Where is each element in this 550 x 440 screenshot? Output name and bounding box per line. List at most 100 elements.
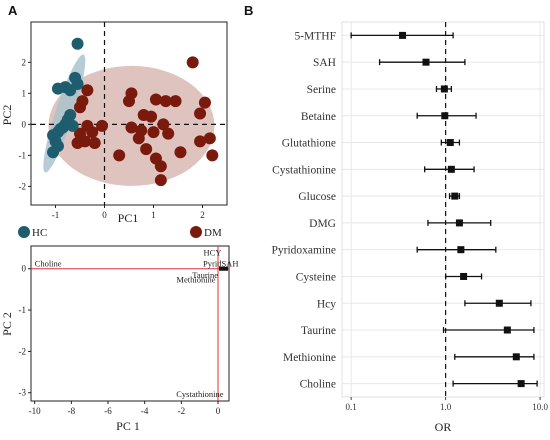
- or-estimate-marker: [440, 85, 448, 93]
- loadings-x-tick-label: -2: [178, 406, 186, 416]
- dm-point: [123, 95, 135, 108]
- dm-point: [198, 96, 211, 109]
- forest-category-label: Cysteine: [296, 271, 336, 283]
- forest-category-label: Glucose: [298, 191, 336, 203]
- forest-category-label: SAH: [313, 57, 336, 69]
- loadings-y-axis-label: PC 2: [0, 312, 14, 336]
- forest-category-label: DMG: [309, 218, 336, 230]
- forest-category-label: Betaine: [301, 111, 336, 123]
- or-estimate-marker: [399, 31, 407, 39]
- forest-category-label: Serine: [307, 84, 336, 96]
- scores-legend: HC DM: [18, 226, 222, 239]
- forest-category-label: 5-MTHF: [294, 30, 336, 42]
- loadings-plot-frame: [30, 245, 230, 402]
- scores-y-tick-label: 0: [22, 119, 27, 129]
- scores-y-tick-label: -1: [19, 150, 27, 160]
- dm-point: [162, 127, 175, 140]
- legend-label-dm: DM: [204, 227, 222, 239]
- loadings-x-axis-label: PC 1: [116, 419, 140, 433]
- dm-point: [86, 126, 99, 139]
- or-estimate-marker: [512, 353, 520, 361]
- loadings-y-tick-label: -2: [19, 346, 27, 356]
- hc-point: [66, 119, 79, 132]
- legend-label-hc: HC: [32, 227, 47, 239]
- forest-category-label: Cystathionine: [272, 164, 336, 176]
- forest-category-label: Hcy: [317, 298, 336, 310]
- forest-category-label: Glutathione: [282, 138, 336, 150]
- loadings-cluster-mark: [219, 266, 228, 271]
- loading-label: HCY: [204, 248, 222, 258]
- dm-point: [154, 174, 167, 187]
- forest-x-tick-label: 10.0: [532, 402, 548, 412]
- scores-x-tick-label: 0: [102, 210, 107, 220]
- dm-point: [132, 132, 145, 145]
- or-estimate-marker: [517, 380, 525, 388]
- or-estimate-marker: [460, 272, 468, 280]
- hc-point: [71, 37, 84, 50]
- or-estimate-marker: [495, 299, 503, 307]
- or-estimate-marker: [447, 165, 455, 173]
- scores-x-tick-label: 2: [200, 210, 205, 220]
- dm-point: [194, 135, 207, 148]
- forest-category-label: Methionine: [283, 352, 336, 364]
- forest-plot-frame: [341, 21, 545, 398]
- dm-point: [174, 146, 187, 159]
- scores-y-tick-label: 2: [22, 57, 27, 67]
- dm-point: [186, 56, 199, 69]
- dm-point: [145, 110, 158, 123]
- dm-point: [74, 101, 86, 114]
- or-estimate-marker: [422, 58, 430, 66]
- score-points: [47, 37, 219, 187]
- hc-point: [47, 146, 60, 159]
- forest-category-label: Pyridoxamine: [271, 245, 336, 257]
- dm-point: [203, 132, 216, 145]
- legend-swatch-dm: [190, 226, 202, 238]
- zero-reference-lines: [31, 22, 227, 205]
- loading-label: Methionine: [176, 274, 215, 284]
- forest-x-tick-label: 1.0: [440, 402, 452, 412]
- loadings-x-tick-label: 0: [216, 406, 221, 416]
- dm-point: [149, 93, 162, 106]
- forest-category-label: Choline: [300, 379, 336, 391]
- loading-label: PyridSAH: [203, 258, 238, 268]
- dm-point: [71, 136, 84, 149]
- loadings-tick-labels: -10 -8 -6 -4 -2 0-3-2-10: [19, 264, 221, 416]
- or-estimate-marker: [446, 139, 454, 147]
- forest-x-axis-label: OR: [435, 420, 452, 434]
- forest-category-label: Taurine: [301, 325, 336, 337]
- dm-point: [88, 136, 101, 149]
- loadings-y-tick-label: -3: [19, 388, 27, 398]
- loadings-x-tick-label: -4: [141, 406, 149, 416]
- forest-category-labels: 5-MTHF SAH Serine Betaine Glutathione Cystath…: [271, 30, 336, 390]
- dm-point: [81, 84, 94, 97]
- dm-point: [157, 118, 170, 131]
- odds-ratio-forest-plot: 5-MTHF SAH Serine Betaine Glutathione Cystath…: [271, 21, 548, 434]
- dm-point: [147, 126, 160, 139]
- scores-x-axis-label: PC1: [118, 211, 139, 225]
- loadings-x-tick-label: -10: [29, 406, 41, 416]
- scores-tick-labels: -1 0 1 2 -2 -1 0 1 2: [19, 57, 205, 220]
- scores-x-tick-label: -1: [52, 210, 60, 220]
- panel-label-a: A: [8, 3, 18, 18]
- hc-point: [64, 84, 77, 97]
- scores-x-tick-label: 1: [151, 210, 156, 220]
- legend-swatch-hc: [18, 226, 30, 238]
- forest-estimates: [350, 31, 538, 388]
- scores-y-axis-label: PC2: [0, 105, 14, 126]
- dm-point: [169, 95, 182, 108]
- pca-scores-plot: -1 0 1 2 -2 -1 0 1 2 PC1 PC2: [0, 21, 228, 225]
- loadings-y-tick-label: -1: [19, 305, 27, 315]
- scores-y-tick-label: 1: [22, 88, 27, 98]
- or-estimate-marker: [441, 112, 449, 120]
- loadings-x-tick-label: -8: [68, 406, 76, 416]
- dm-point: [96, 119, 109, 132]
- dm-point: [125, 121, 138, 134]
- hc-point: [51, 82, 64, 95]
- loading-label: Taurine: [192, 270, 218, 280]
- loadings-x-tick-label: -6: [104, 406, 112, 416]
- dm-point: [206, 149, 219, 162]
- dm-point: [194, 107, 207, 120]
- forest-x-tick-label: 0.1: [346, 402, 357, 412]
